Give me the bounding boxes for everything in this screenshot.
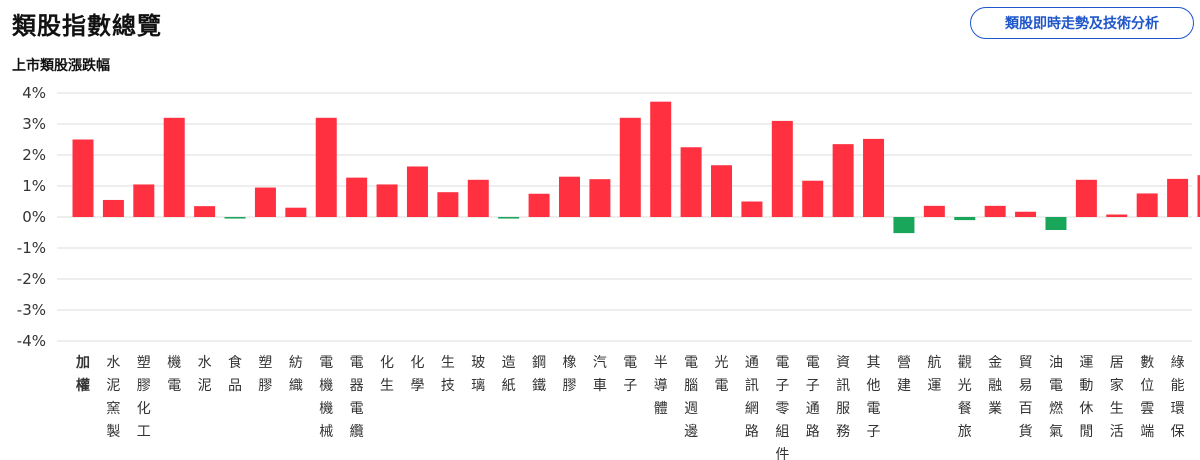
x-tick-label: 電機機械	[319, 355, 333, 440]
x-tick-label: 造紙	[502, 355, 516, 394]
bar[interactable]	[498, 217, 520, 219]
x-tick-label: 居家生活	[1110, 355, 1124, 440]
x-tick-label: 食品	[228, 354, 242, 394]
bar[interactable]	[254, 187, 276, 217]
bar[interactable]	[1106, 214, 1128, 217]
x-tick-label: 通訊網路	[745, 355, 759, 440]
bar[interactable]	[589, 179, 611, 217]
x-tick-label: 觀光餐旅	[958, 355, 972, 440]
x-tick-label: 玻璃	[471, 355, 485, 394]
y-tick-label: 0%	[22, 208, 46, 226]
x-tick-label: 其他電子	[867, 355, 881, 440]
sector-realtime-analysis-button[interactable]: 類股即時走勢及技術分析	[970, 7, 1194, 39]
bar[interactable]	[1136, 193, 1158, 217]
x-tick-label: 營建	[897, 355, 911, 394]
bar[interactable]	[194, 206, 216, 217]
bar[interactable]	[650, 101, 672, 217]
bar[interactable]	[680, 147, 702, 217]
bar[interactable]	[224, 217, 246, 219]
x-tick-label: 電子	[623, 355, 637, 394]
bar[interactable]	[711, 165, 733, 217]
bar[interactable]	[893, 217, 915, 234]
x-tick-label: 水泥	[198, 355, 212, 394]
y-tick-label: 4%	[22, 84, 46, 102]
x-tick-label: 電子通路	[806, 355, 820, 440]
x-tick-label: 汽車	[593, 355, 607, 394]
bar[interactable]	[619, 117, 641, 217]
bar[interactable]	[102, 199, 124, 217]
bar[interactable]	[771, 120, 793, 217]
y-tick-label: 2%	[22, 146, 46, 164]
y-tick-label: -2%	[17, 270, 46, 288]
x-tick-label: 電子零組件	[775, 355, 789, 460]
x-tick-label: 紡織	[289, 355, 303, 394]
bar[interactable]	[1167, 178, 1189, 217]
y-tick-label: -1%	[17, 239, 46, 257]
x-tick-label: 半導體	[654, 355, 668, 417]
bar[interactable]	[923, 205, 945, 217]
bar[interactable]	[1075, 179, 1097, 217]
bar[interactable]	[346, 177, 368, 217]
bar[interactable]	[437, 192, 459, 217]
x-tick-label: 機電	[167, 355, 181, 394]
y-tick-label: 1%	[22, 177, 46, 195]
x-tick-label: 油電燃氣	[1049, 355, 1063, 440]
x-tick-label: 資訊服務	[836, 355, 850, 440]
chart-subtitle: 上市類股漲跌幅	[12, 58, 110, 74]
x-tick-label: 綠能環保	[1171, 355, 1185, 440]
x-tick-label: 數位雲端	[1140, 355, 1154, 440]
y-tick-label: -3%	[17, 301, 46, 319]
bar[interactable]	[467, 179, 489, 217]
x-tick-label: 化生	[380, 355, 394, 394]
bar[interactable]	[558, 176, 580, 217]
bar[interactable]	[1197, 175, 1200, 217]
bar[interactable]	[406, 166, 428, 217]
bar[interactable]	[72, 139, 94, 218]
x-tick-label: 鋼鐵	[532, 355, 546, 394]
bar[interactable]	[376, 184, 398, 217]
x-tick-label: 生技	[441, 355, 455, 394]
x-tick-label: 電腦週邊	[684, 355, 698, 440]
x-tick-label: 貿易百貨	[1019, 355, 1033, 440]
x-tick-label: 電器電纜	[350, 355, 364, 440]
x-tick-label: 塑膠	[258, 355, 272, 394]
bar[interactable]	[741, 201, 763, 218]
bar[interactable]	[863, 138, 885, 217]
x-tick-label: 運動休閒	[1079, 355, 1093, 440]
bar[interactable]	[1045, 217, 1067, 231]
bar[interactable]	[315, 117, 337, 217]
bar[interactable]	[984, 205, 1006, 217]
x-tick-label: 橡膠	[562, 355, 576, 394]
x-tick-label: 水泥窯製	[106, 355, 120, 440]
x-tick-label: 加權	[75, 355, 90, 394]
bar[interactable]	[954, 217, 976, 221]
bar[interactable]	[528, 193, 550, 217]
bar[interactable]	[133, 184, 155, 217]
bar[interactable]	[163, 117, 185, 217]
x-tick-label: 金融業	[988, 355, 1002, 417]
x-tick-label: 化學	[410, 355, 424, 394]
bar[interactable]	[1015, 211, 1037, 217]
page-title: 類股指數總覽	[12, 12, 162, 40]
x-tick-label: 塑膠化工	[137, 355, 151, 440]
y-tick-label: 3%	[22, 115, 46, 133]
bar[interactable]	[802, 180, 824, 217]
y-tick-label: -4%	[17, 332, 46, 350]
x-tick-label: 光電	[715, 355, 729, 394]
bar[interactable]	[285, 207, 307, 217]
bar[interactable]	[832, 144, 854, 217]
x-tick-label: 航運	[927, 355, 941, 394]
